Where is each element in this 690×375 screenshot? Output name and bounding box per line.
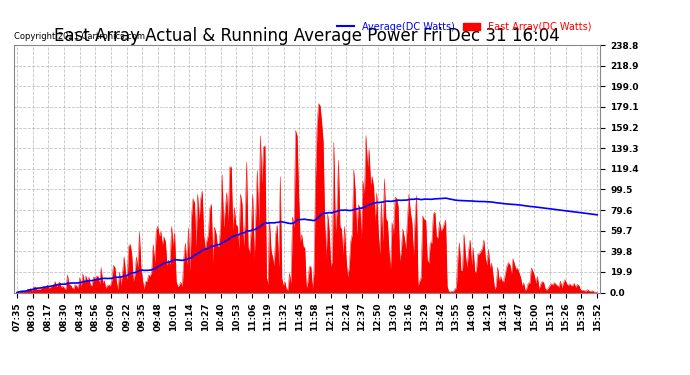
Legend: Average(DC Watts), East Array(DC Watts): Average(DC Watts), East Array(DC Watts) [333, 18, 595, 36]
Text: Copyright 2021 Cartronics.com: Copyright 2021 Cartronics.com [14, 32, 145, 41]
Title: East Array Actual & Running Average Power Fri Dec 31 16:04: East Array Actual & Running Average Powe… [55, 27, 560, 45]
